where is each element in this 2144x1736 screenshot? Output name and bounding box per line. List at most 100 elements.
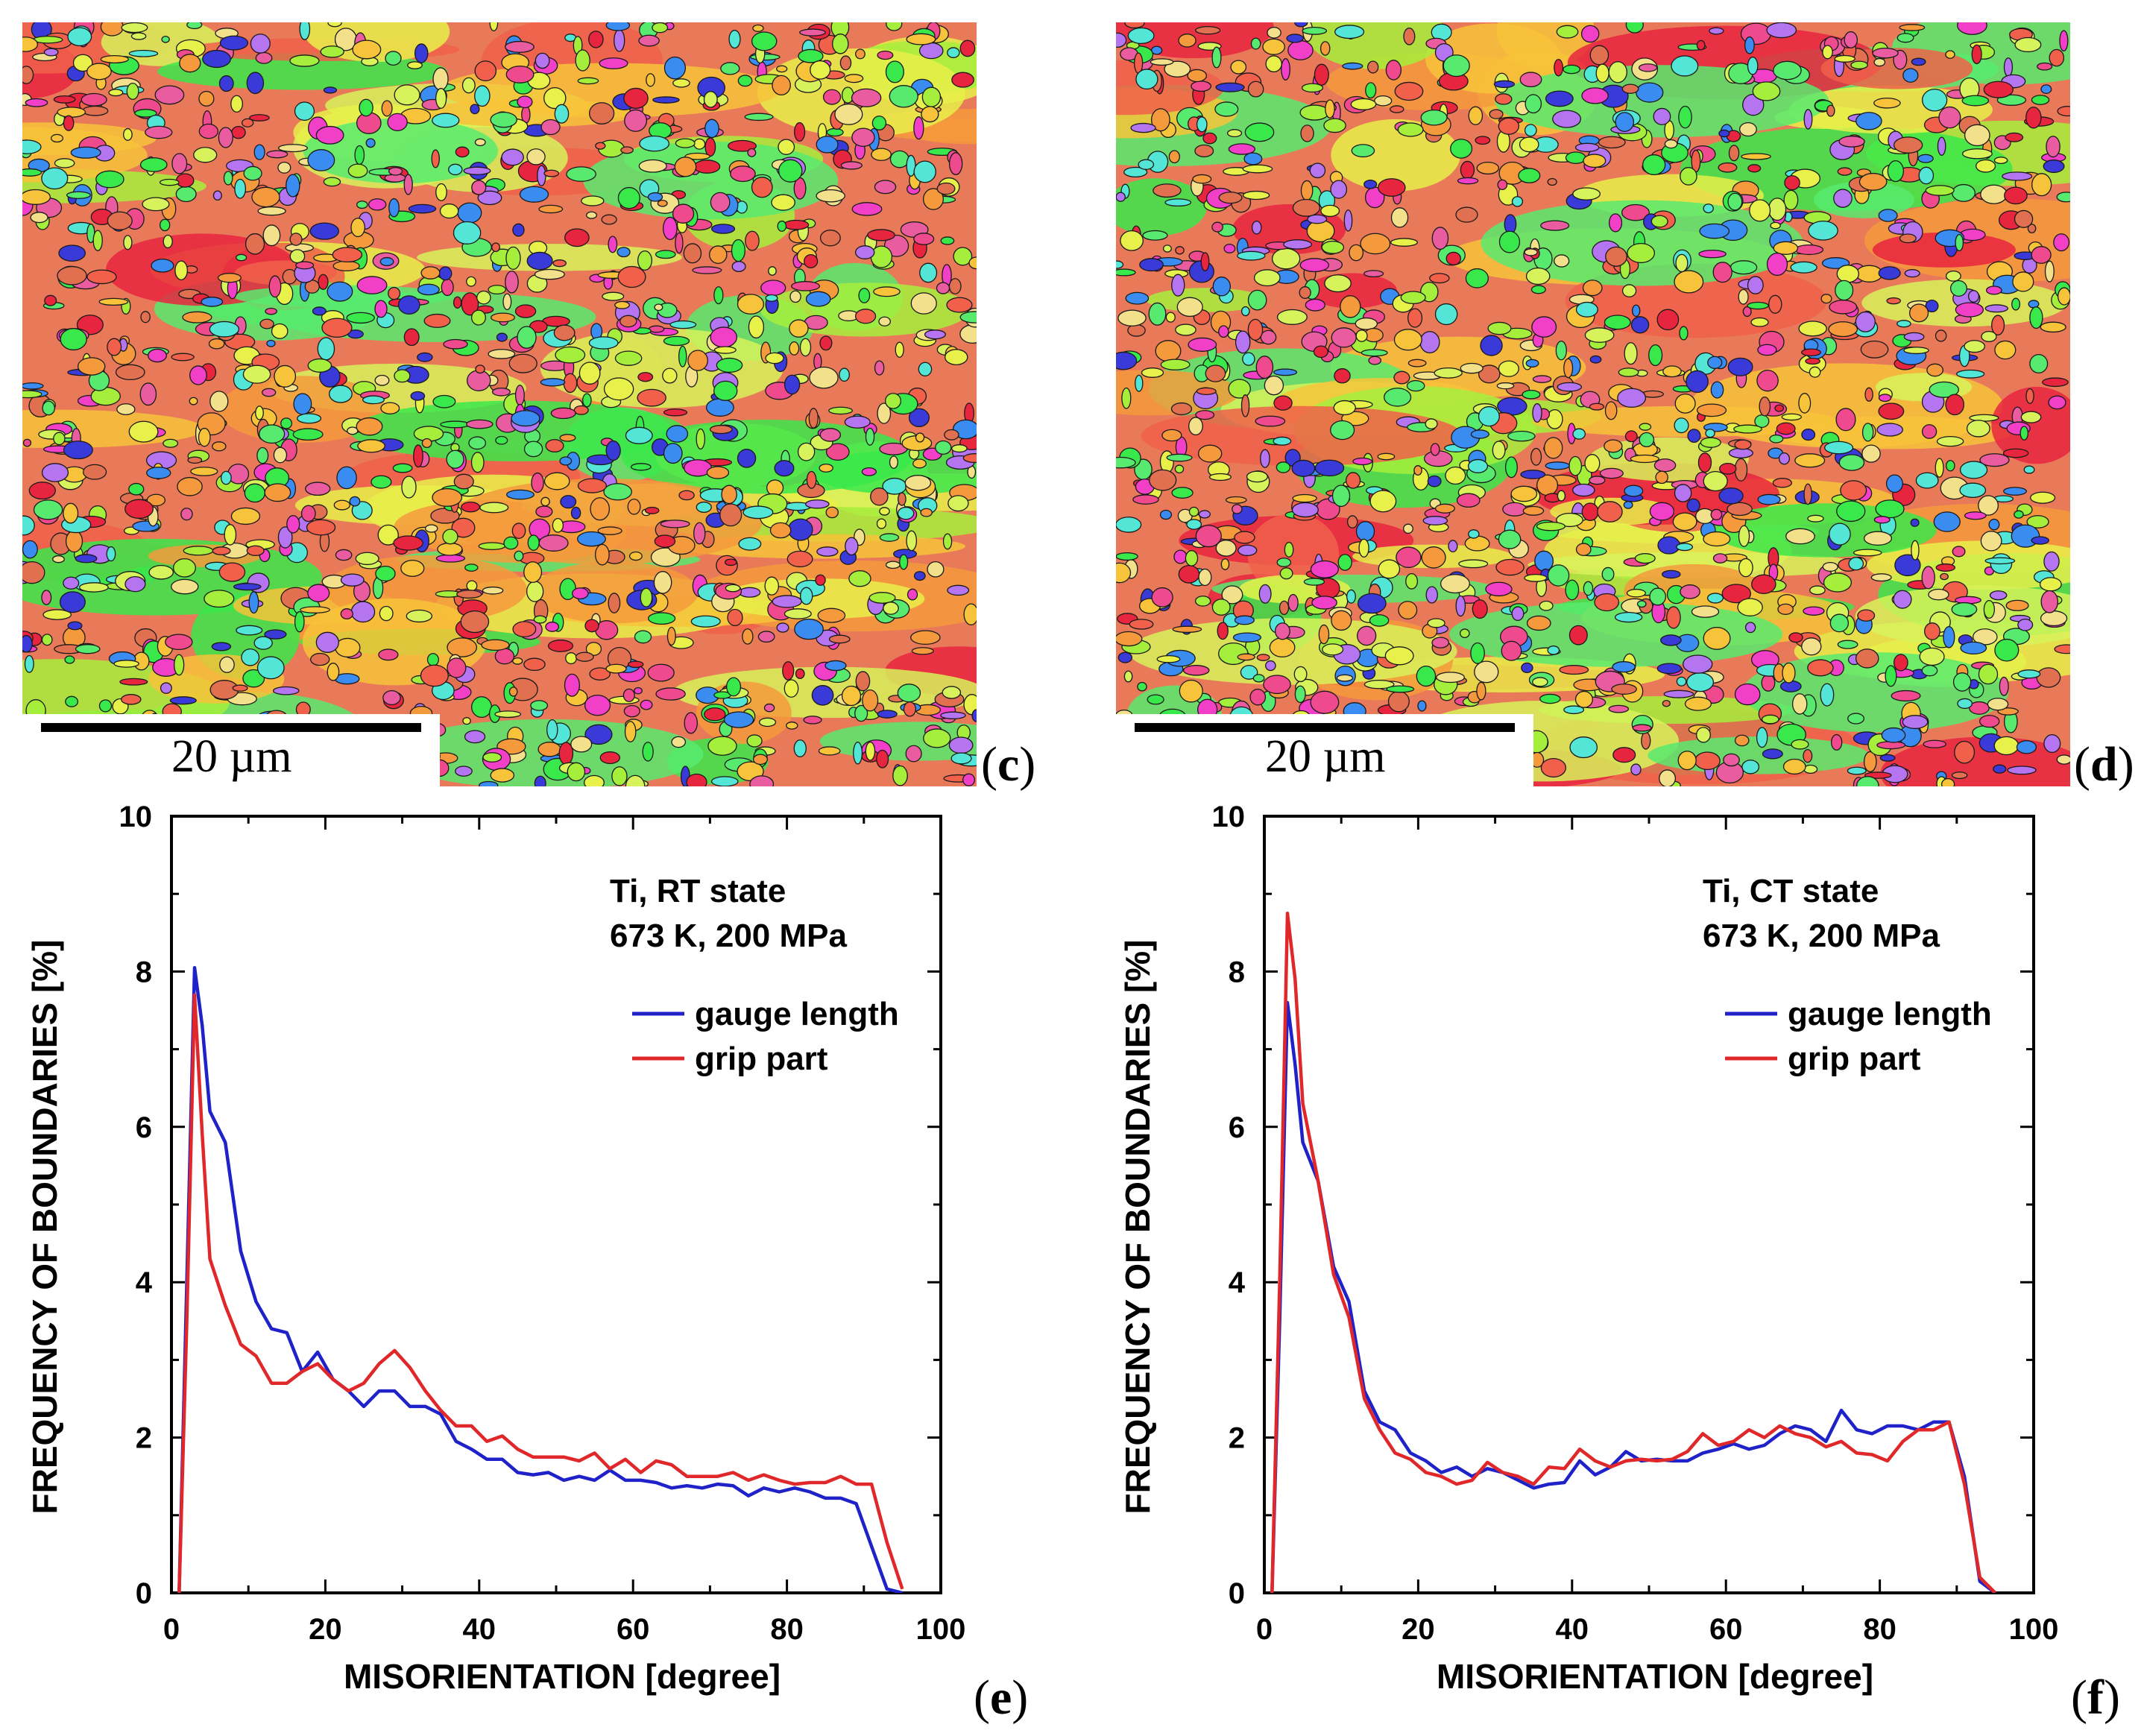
grain bbox=[70, 146, 101, 159]
grain bbox=[603, 377, 634, 401]
grain bbox=[346, 312, 375, 324]
grain bbox=[946, 297, 973, 313]
grain bbox=[845, 537, 859, 556]
grain bbox=[323, 177, 341, 187]
grain bbox=[471, 180, 487, 195]
grain bbox=[241, 118, 254, 127]
grain bbox=[945, 349, 968, 365]
grain bbox=[530, 700, 549, 711]
grain bbox=[512, 657, 523, 665]
grain bbox=[22, 634, 33, 653]
grain bbox=[294, 610, 305, 633]
grain bbox=[494, 710, 522, 719]
grain bbox=[420, 266, 441, 280]
grain bbox=[764, 576, 780, 596]
grain bbox=[644, 506, 660, 514]
grain bbox=[816, 189, 845, 203]
grain bbox=[534, 775, 546, 786]
grain bbox=[108, 89, 124, 97]
grain bbox=[451, 517, 476, 538]
grain bbox=[309, 222, 339, 240]
grain bbox=[505, 489, 535, 500]
grain bbox=[453, 296, 462, 309]
grain bbox=[491, 387, 511, 397]
grain bbox=[942, 533, 953, 550]
grain bbox=[414, 43, 429, 63]
grain bbox=[543, 472, 570, 490]
grain bbox=[703, 707, 726, 722]
grain bbox=[817, 607, 846, 623]
grain bbox=[963, 603, 977, 625]
grain bbox=[24, 654, 34, 673]
grain bbox=[54, 158, 75, 168]
grain bbox=[211, 642, 232, 651]
grain bbox=[942, 686, 962, 699]
grain bbox=[642, 742, 654, 762]
grain bbox=[907, 588, 918, 601]
grain bbox=[523, 441, 543, 458]
grain bbox=[468, 436, 487, 450]
grain bbox=[208, 338, 225, 350]
grain bbox=[128, 482, 145, 496]
grain bbox=[590, 497, 611, 521]
grain bbox=[748, 315, 765, 339]
grain bbox=[464, 564, 479, 572]
grain bbox=[489, 22, 499, 31]
grain bbox=[362, 395, 385, 405]
x-tick-label: 40 bbox=[1556, 1613, 1589, 1646]
grain bbox=[724, 558, 737, 566]
grain bbox=[586, 211, 598, 219]
grain bbox=[573, 405, 589, 415]
grain bbox=[65, 695, 79, 707]
grain bbox=[877, 710, 898, 719]
grain bbox=[638, 159, 667, 173]
grain bbox=[776, 65, 788, 73]
grain bbox=[171, 353, 195, 362]
grain bbox=[709, 425, 733, 435]
grain bbox=[777, 220, 787, 232]
grain bbox=[163, 234, 173, 249]
grain bbox=[968, 256, 977, 270]
grain bbox=[470, 452, 485, 473]
grain bbox=[42, 400, 55, 416]
grain bbox=[527, 534, 540, 551]
grain bbox=[512, 621, 537, 638]
grain bbox=[504, 40, 535, 53]
grain bbox=[262, 224, 281, 247]
grain bbox=[417, 352, 433, 362]
grain bbox=[737, 75, 753, 87]
grain bbox=[589, 667, 611, 681]
grain bbox=[202, 49, 231, 69]
grain bbox=[886, 22, 903, 31]
grain bbox=[198, 123, 219, 139]
grain bbox=[910, 630, 941, 646]
grain bbox=[146, 493, 166, 507]
grain bbox=[307, 358, 332, 373]
grain bbox=[704, 119, 719, 139]
grain bbox=[161, 35, 170, 43]
grain bbox=[261, 388, 277, 397]
grain bbox=[182, 311, 212, 323]
grain bbox=[223, 171, 233, 186]
grain bbox=[273, 446, 288, 464]
grain bbox=[315, 125, 344, 145]
grain bbox=[737, 449, 757, 468]
grain bbox=[878, 316, 891, 326]
grain bbox=[546, 719, 558, 741]
grain bbox=[159, 218, 171, 232]
grain bbox=[654, 534, 676, 548]
grain bbox=[535, 52, 550, 69]
grain bbox=[678, 490, 695, 501]
grain bbox=[63, 441, 93, 460]
grain bbox=[684, 152, 710, 160]
grain bbox=[82, 464, 107, 480]
grain bbox=[257, 206, 286, 216]
grain bbox=[816, 546, 839, 557]
grain bbox=[505, 246, 521, 270]
grain bbox=[913, 571, 926, 581]
grain bbox=[696, 501, 712, 514]
grain bbox=[25, 98, 48, 107]
grain bbox=[711, 224, 736, 234]
grain bbox=[327, 22, 342, 28]
